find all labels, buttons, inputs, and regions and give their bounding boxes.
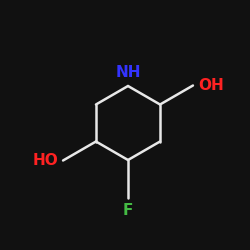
Text: F: F <box>123 203 133 218</box>
Text: HO: HO <box>32 153 58 168</box>
Text: OH: OH <box>198 78 224 93</box>
Text: NH: NH <box>115 65 141 80</box>
